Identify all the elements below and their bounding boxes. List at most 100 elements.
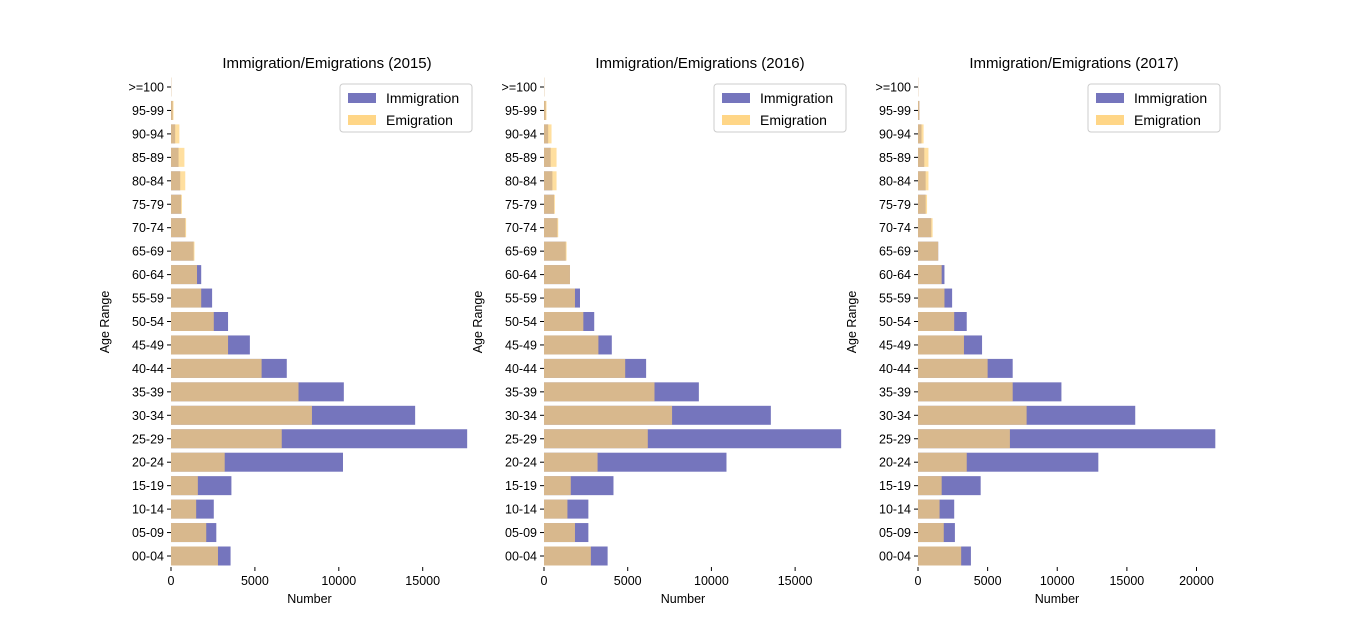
x-tick-label: 5000 [241, 574, 269, 588]
bar-emigration [171, 100, 174, 120]
x-axis-label: Number [287, 592, 331, 606]
bar-emigration [918, 265, 942, 285]
y-tick-label: 45-49 [505, 338, 537, 352]
bar-emigration [918, 476, 942, 496]
x-tick-label: 15000 [405, 574, 440, 588]
y-axis-label: Age Range [845, 291, 859, 354]
y-tick-label: 55-59 [132, 292, 164, 306]
bar-emigration [918, 546, 962, 566]
y-tick-label: 10-14 [132, 503, 164, 517]
y-tick-label: 40-44 [879, 362, 911, 376]
bar-emigration [544, 335, 599, 355]
y-tick-label: 30-34 [132, 409, 164, 423]
x-tick-label: 10000 [1040, 574, 1075, 588]
x-tick-label: 10000 [694, 574, 729, 588]
x-tick-label: 10000 [321, 574, 356, 588]
y-tick-label: 15-19 [505, 479, 537, 493]
y-tick-label: 90-94 [505, 127, 537, 141]
bar-emigration [171, 429, 282, 449]
legend-swatch-immigration [722, 93, 750, 103]
legend-label-immigration: Immigration [760, 90, 833, 106]
bar-emigration [918, 382, 1013, 402]
y-tick-label: 50-54 [879, 315, 911, 329]
bar-emigration [544, 452, 598, 472]
y-tick-label: 70-74 [879, 221, 911, 235]
legend-swatch-emigration [722, 115, 750, 125]
y-tick-label: 80-84 [879, 174, 911, 188]
bar-emigration [544, 218, 559, 238]
y-tick-label: 40-44 [132, 362, 164, 376]
y-tick-label: 30-34 [879, 409, 911, 423]
bar-emigration [171, 265, 198, 285]
x-tick-label: 15000 [1109, 574, 1144, 588]
y-tick-label: 80-84 [132, 174, 164, 188]
y-tick-label: 55-59 [879, 292, 911, 306]
bar-emigration [544, 523, 575, 543]
y-tick-label: 45-49 [132, 338, 164, 352]
bar-emigration [544, 265, 570, 285]
y-tick-label: 00-04 [879, 550, 911, 564]
y-tick-label: 35-39 [879, 385, 911, 399]
y-tick-label: 65-69 [505, 245, 537, 259]
legend-swatch-emigration [1096, 115, 1124, 125]
bar-emigration [544, 429, 648, 449]
bar-emigration [918, 218, 933, 238]
y-tick-label: 30-34 [505, 409, 537, 423]
chart-title: Immigration/Emigrations (2015) [222, 55, 431, 72]
y-tick-label: 35-39 [505, 385, 537, 399]
y-tick-label: 60-64 [132, 268, 164, 282]
bar-emigration [171, 499, 197, 519]
y-tick-label: 10-14 [879, 503, 911, 517]
chart-title: Immigration/Emigrations (2017) [969, 55, 1178, 72]
y-tick-label: 70-74 [132, 221, 164, 235]
y-tick-label: >=100 [502, 81, 538, 95]
y-tick-label: 00-04 [505, 550, 537, 564]
y-tick-label: 45-49 [879, 338, 911, 352]
x-tick-label: 0 [915, 574, 922, 588]
y-tick-label: 15-19 [879, 479, 911, 493]
bar-emigration [918, 429, 1010, 449]
bar-emigration [918, 100, 920, 120]
legend-swatch-immigration [348, 93, 376, 103]
y-tick-label: 65-69 [879, 245, 911, 259]
y-tick-label: 50-54 [132, 315, 164, 329]
bar-emigration [918, 147, 929, 167]
bar-emigration [918, 288, 945, 308]
x-tick-label: 0 [541, 574, 548, 588]
bar-emigration [918, 312, 955, 331]
y-tick-label: 00-04 [132, 550, 164, 564]
bar-emigration [171, 358, 262, 378]
y-tick-label: 85-89 [879, 151, 911, 165]
bar-emigration [544, 358, 626, 378]
bar-emigration [544, 405, 673, 425]
y-tick-label: >=100 [129, 81, 165, 95]
y-tick-label: 25-29 [132, 432, 164, 446]
bar-emigration [918, 194, 928, 214]
bar-emigration [544, 124, 552, 144]
x-tick-label: 15000 [778, 574, 813, 588]
bar-emigration [918, 499, 940, 519]
y-axis-label: Age Range [98, 291, 112, 354]
y-tick-label: 65-69 [132, 245, 164, 259]
bar-emigration [171, 335, 229, 355]
bar-emigration [918, 523, 944, 543]
bar-emigration [544, 382, 655, 402]
y-tick-label: 95-99 [879, 104, 911, 118]
panel-2016: Immigration/Emigrations (2016) Number Ag… [471, 55, 847, 606]
bar-emigration [918, 405, 1027, 425]
y-tick-label: 95-99 [505, 104, 537, 118]
bar-emigration [171, 124, 180, 144]
y-tick-label: 75-79 [879, 198, 911, 212]
bar-emigration [171, 147, 185, 167]
y-tick-label: 15-19 [132, 479, 164, 493]
x-tick-label: 20000 [1179, 574, 1214, 588]
panel-2015: Immigration/Emigrations (2015) Number Ag… [98, 55, 473, 606]
legend-label-immigration: Immigration [1134, 90, 1207, 106]
bar-emigration [171, 546, 218, 566]
legend-swatch-emigration [348, 115, 376, 125]
y-tick-label: 60-64 [879, 268, 911, 282]
y-tick-label: 05-09 [132, 526, 164, 540]
bar-emigration [544, 241, 567, 261]
y-tick-label: 20-24 [879, 456, 911, 470]
bar-emigration [544, 194, 555, 214]
